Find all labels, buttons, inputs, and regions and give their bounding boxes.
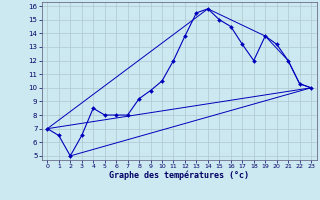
X-axis label: Graphe des températures (°c): Graphe des températures (°c) (109, 171, 249, 180)
